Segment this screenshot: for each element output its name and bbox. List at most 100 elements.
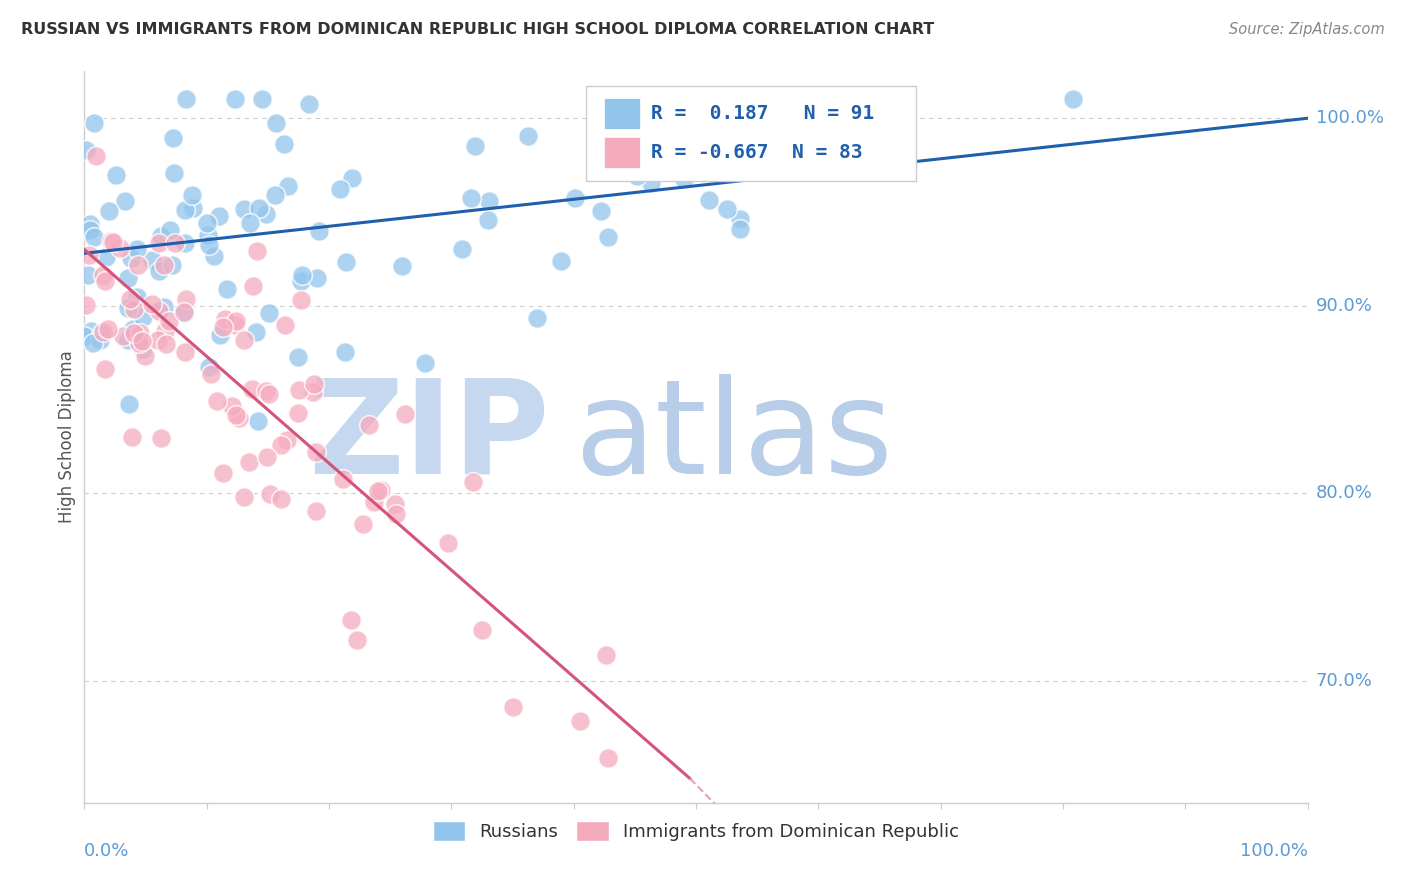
Point	[471, 624, 494, 638]
Point	[149, 229, 172, 244]
Point	[176, 292, 198, 306]
Point	[384, 507, 406, 521]
Point	[307, 271, 329, 285]
Point	[233, 490, 256, 504]
Point	[173, 304, 195, 318]
Text: R =  0.187   N = 91: R = 0.187 N = 91	[651, 104, 875, 123]
Point	[153, 301, 176, 315]
Point	[83, 116, 105, 130]
Point	[117, 301, 139, 316]
Point	[112, 328, 135, 343]
Point	[697, 193, 720, 207]
Point	[352, 516, 374, 531]
Point	[195, 216, 218, 230]
Point	[672, 171, 695, 186]
Point	[209, 327, 232, 342]
Point	[174, 235, 197, 250]
Text: R = -0.667  N = 83: R = -0.667 N = 83	[651, 143, 862, 162]
Point	[589, 204, 612, 219]
Point	[121, 429, 143, 443]
Text: ZIP: ZIP	[308, 374, 550, 500]
Point	[246, 244, 269, 259]
Point	[256, 450, 278, 465]
Point	[89, 333, 111, 347]
Point	[264, 115, 287, 129]
Point	[173, 345, 195, 359]
FancyBboxPatch shape	[605, 137, 640, 168]
Point	[134, 350, 156, 364]
Point	[173, 306, 195, 320]
Point	[180, 188, 202, 202]
Point	[367, 484, 389, 499]
Point	[200, 367, 222, 381]
Point	[225, 314, 247, 328]
FancyBboxPatch shape	[605, 98, 640, 129]
Point	[242, 278, 264, 293]
Point	[233, 333, 256, 347]
Point	[181, 201, 204, 215]
Point	[131, 342, 153, 356]
Point	[308, 224, 330, 238]
Text: atlas: atlas	[574, 374, 893, 500]
Point	[211, 320, 233, 334]
Point	[413, 356, 436, 370]
Text: 0.0%: 0.0%	[84, 842, 129, 860]
Point	[1062, 93, 1084, 107]
Text: 80.0%: 80.0%	[1316, 484, 1372, 502]
Point	[233, 202, 256, 217]
Point	[340, 613, 363, 627]
Point	[96, 250, 118, 264]
Point	[215, 282, 238, 296]
Point	[270, 438, 292, 452]
Point	[568, 714, 591, 728]
Point	[117, 271, 139, 285]
Point	[437, 536, 460, 550]
Point	[245, 325, 267, 339]
Point	[332, 473, 354, 487]
Point	[97, 322, 120, 336]
Point	[198, 238, 221, 252]
Point	[478, 194, 501, 208]
Point	[728, 222, 751, 236]
Point	[224, 318, 246, 332]
Point	[291, 268, 314, 283]
FancyBboxPatch shape	[586, 86, 917, 181]
Point	[221, 399, 243, 413]
Point	[238, 455, 260, 469]
Point	[273, 318, 295, 333]
Point	[304, 377, 326, 392]
Point	[239, 216, 262, 230]
Point	[120, 251, 142, 265]
Point	[93, 326, 115, 340]
Point	[132, 310, 155, 324]
Point	[83, 229, 105, 244]
Point	[640, 176, 662, 190]
Point	[305, 445, 328, 459]
Point	[288, 384, 311, 398]
Text: 70.0%: 70.0%	[1316, 672, 1372, 690]
Point	[259, 487, 281, 501]
Point	[176, 93, 198, 107]
Point	[197, 228, 219, 243]
Point	[198, 360, 221, 375]
Point	[128, 326, 150, 340]
Text: Source: ZipAtlas.com: Source: ZipAtlas.com	[1229, 22, 1385, 37]
Point	[79, 223, 101, 237]
Text: 100.0%: 100.0%	[1240, 842, 1308, 860]
Point	[91, 268, 114, 282]
Point	[384, 497, 406, 511]
Point	[273, 136, 295, 151]
Point	[122, 326, 145, 341]
Point	[254, 384, 277, 399]
Point	[391, 259, 413, 273]
Point	[276, 433, 298, 447]
Point	[148, 303, 170, 318]
Point	[257, 387, 280, 401]
Point	[148, 236, 170, 251]
Point	[148, 333, 170, 347]
Point	[118, 292, 141, 306]
Point	[329, 182, 352, 196]
Point	[225, 408, 247, 422]
Point	[100, 234, 122, 248]
Point	[596, 751, 619, 765]
